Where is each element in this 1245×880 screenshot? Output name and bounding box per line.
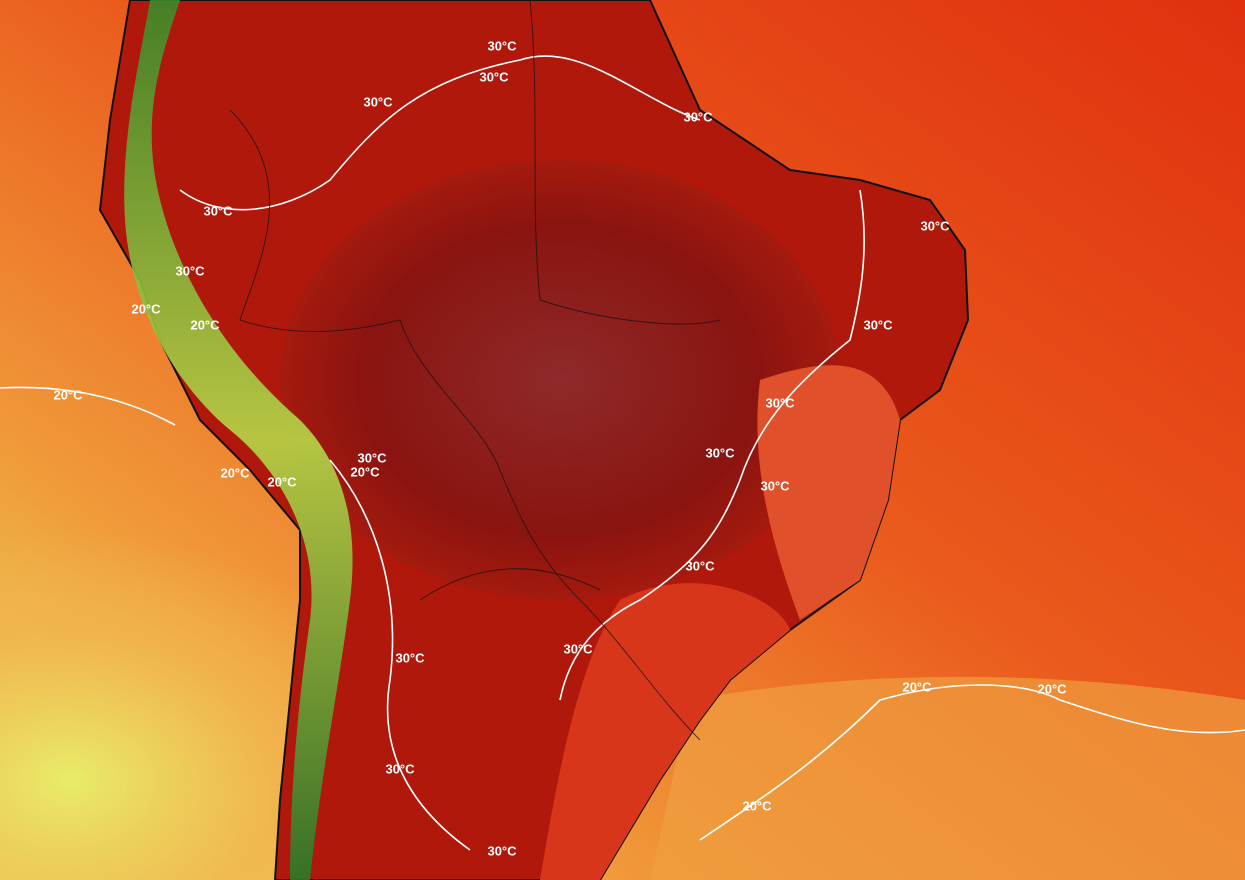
isotherm-label: 20°C xyxy=(267,474,297,489)
isotherm-20 xyxy=(699,684,1245,841)
isotherm-label: 30°C xyxy=(705,445,735,460)
isotherm-30 xyxy=(179,55,701,211)
isotherms xyxy=(0,55,1245,851)
isotherm-label: 30°C xyxy=(385,761,415,776)
isotherm-label: 30°C xyxy=(683,109,713,124)
isotherm-label: 20°C xyxy=(190,317,220,332)
border xyxy=(419,568,601,601)
isotherm-label: 20°C xyxy=(220,465,250,480)
border xyxy=(229,109,701,741)
isotherm-label: 30°C xyxy=(760,478,790,493)
isotherm-label: 30°C xyxy=(563,641,593,656)
isotherm-label: 20°C xyxy=(902,679,932,694)
ocean-south-east xyxy=(650,676,1245,880)
isotherm-label: 20°C xyxy=(742,798,772,813)
isotherm-label: 30°C xyxy=(863,317,893,332)
hot-core xyxy=(280,160,840,600)
border xyxy=(529,0,721,325)
isotherm-label: 30°C xyxy=(203,203,233,218)
andes xyxy=(124,0,353,880)
isotherm-label: 30°C xyxy=(395,650,425,665)
isotherm-label: 20°C xyxy=(53,387,83,402)
south-east-warm xyxy=(540,583,790,880)
isotherm-20 xyxy=(0,386,176,426)
isotherm-30 xyxy=(329,459,471,851)
isotherm-label: 30°C xyxy=(487,38,517,53)
isotherm-label: 20°C xyxy=(350,464,380,479)
isotherm-label: 30°C xyxy=(363,94,393,109)
isotherm-label: 20°C xyxy=(131,301,161,316)
isotherm-label: 30°C xyxy=(487,843,517,858)
isotherm-label: 30°C xyxy=(175,263,205,278)
isotherm-label: 30°C xyxy=(479,69,509,84)
isotherm-label: 20°C xyxy=(1037,681,1067,696)
isotherm-label: 30°C xyxy=(685,558,715,573)
isotherm-label: 30°C xyxy=(357,450,387,465)
isotherm-30 xyxy=(559,189,865,701)
isotherm-label: 30°C xyxy=(920,218,950,233)
borders xyxy=(229,0,721,741)
isotherm-label: 30°C xyxy=(765,395,795,410)
east-coast-warm xyxy=(757,365,900,620)
